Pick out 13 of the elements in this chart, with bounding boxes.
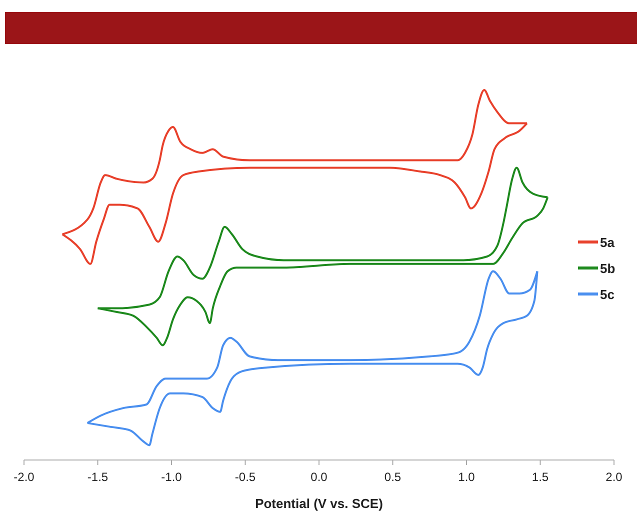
legend-label: 5b [600, 261, 616, 276]
x-tick-label: 1.0 [458, 470, 476, 484]
x-axis-title: Potential (V vs. SCE) [255, 496, 383, 511]
x-tick-label: -1.5 [87, 470, 108, 484]
x-tick-label: 0.0 [310, 470, 328, 484]
x-tick-label: -2.0 [14, 470, 35, 484]
x-tick-label: 0.5 [384, 470, 402, 484]
x-tick-label: -0.5 [234, 470, 256, 484]
x-tick-label: -1.0 [161, 470, 182, 484]
legend-label: 5c [600, 287, 614, 302]
legend-label: 5a [600, 235, 616, 250]
x-tick-label: 2.0 [606, 470, 623, 484]
x-tick-label: 1.5 [532, 470, 549, 484]
